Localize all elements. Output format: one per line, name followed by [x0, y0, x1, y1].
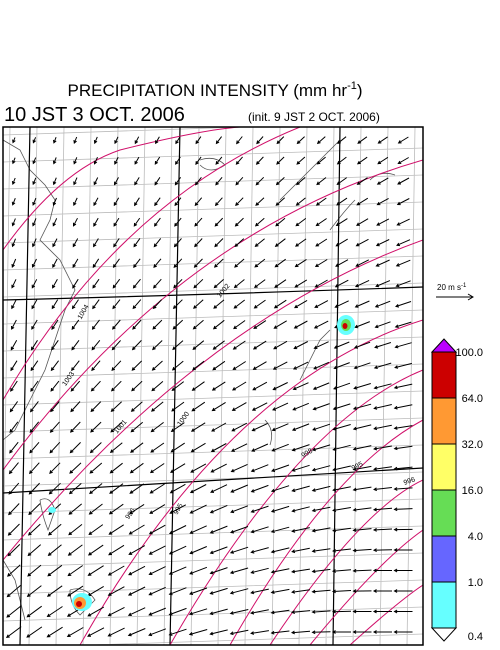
lat-lon-lines	[3, 127, 423, 645]
wind-scale-arrow	[436, 293, 474, 301]
precip-area	[48, 507, 56, 513]
isobar-label: 995	[173, 502, 185, 516]
colorbar-segment	[431, 581, 457, 629]
wind-arrows	[5, 136, 413, 639]
wind-scale-label: 20 m s-1	[437, 283, 467, 292]
init-time: (init. 9 JST 2 OCT. 2006)	[248, 110, 380, 124]
isobar-label: 1000	[176, 411, 191, 428]
map-frame	[2, 126, 424, 646]
wind-scale-power: -1	[461, 283, 467, 289]
precip-area	[342, 323, 348, 329]
colorbar-label: 32.0	[462, 439, 483, 451]
isobars	[3, 127, 423, 645]
precipitation	[48, 315, 355, 611]
colorbar-label: 0.4	[468, 631, 483, 643]
isobar-label: 1003	[61, 371, 76, 388]
valid-time: 10 JST 3 OCT. 2006	[4, 104, 185, 126]
colorbar-segment	[431, 443, 457, 491]
colorbar-segment	[431, 351, 457, 399]
isobar-label: 1004	[77, 304, 91, 321]
wind-scale-text: 20 m s	[437, 283, 461, 292]
wind-vectors	[5, 136, 413, 639]
title-close: )	[357, 81, 363, 100]
title-text: PRECIPITATION INTENSITY (mm hr	[67, 81, 347, 100]
colorbar-segment	[431, 489, 457, 537]
isobar-label: 1002	[216, 283, 231, 300]
isobar-label: 995	[351, 461, 365, 472]
title: PRECIPITATION INTENSITY (mm hr-1)	[67, 80, 362, 100]
colorbar-over	[430, 338, 458, 353]
colorbar-under	[430, 627, 458, 642]
colorbar: 100.0 64.0 32.0 16.0 4.0 1.0 0.4	[430, 338, 483, 643]
colorbar-segment	[431, 397, 457, 445]
colorbar-segment	[431, 535, 457, 583]
colorbar-label: 1.0	[468, 577, 483, 589]
colorbar-label: 16.0	[462, 485, 483, 497]
colorbar-label: 100.0	[455, 347, 483, 359]
isobar-label: 998	[300, 448, 314, 460]
colorbar-label: 4.0	[468, 531, 483, 543]
precip-area	[76, 601, 82, 607]
isobar-label: 996	[125, 507, 137, 521]
colorbar-label: 64.0	[462, 393, 483, 405]
isobar-label: 996	[403, 476, 416, 487]
title-power: -1	[347, 80, 357, 92]
